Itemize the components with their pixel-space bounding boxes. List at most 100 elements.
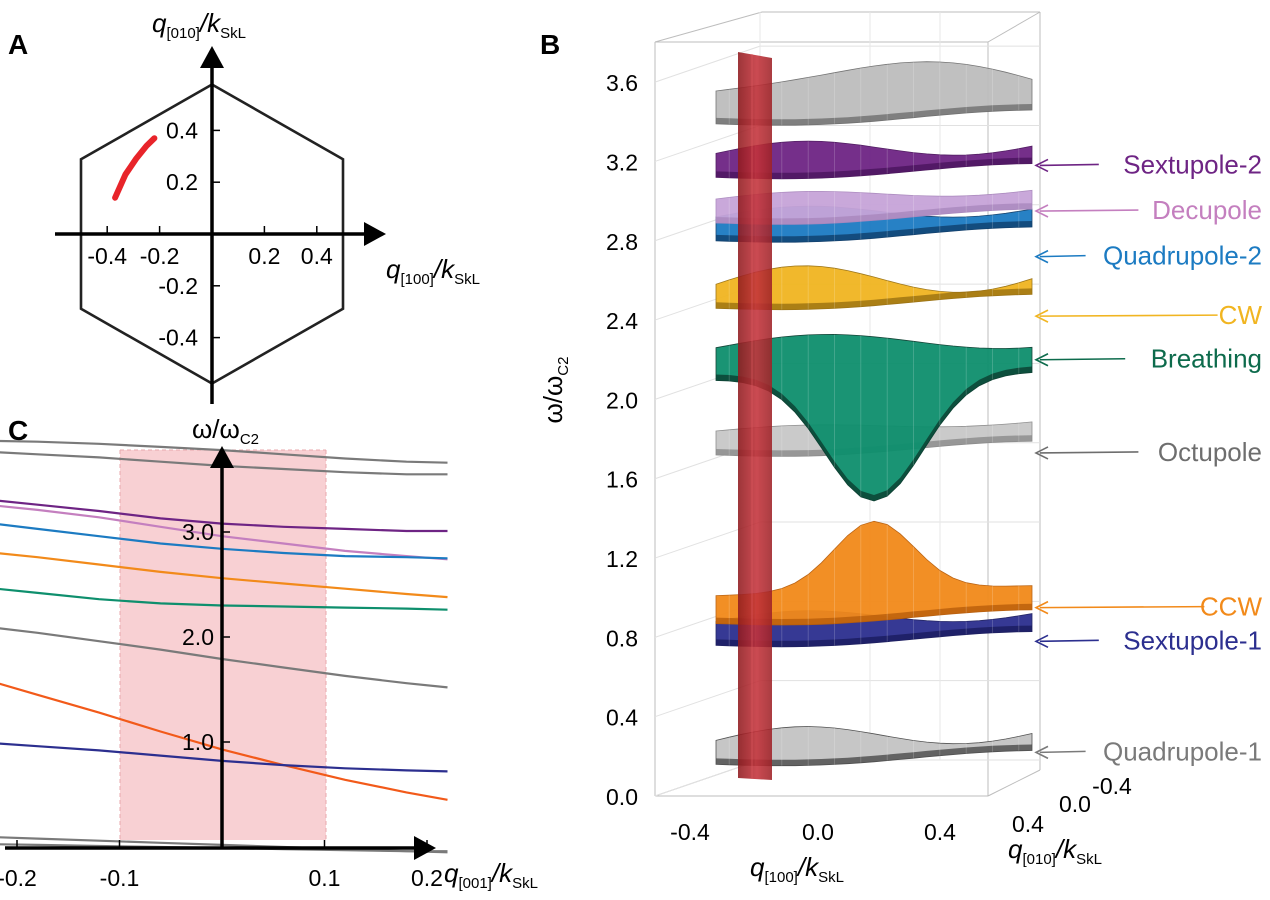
panel-label-b: B [540, 29, 560, 60]
panel-a-y-tick-label: -0.2 [158, 273, 198, 299]
band-label-text: Quadrupole-1 [1103, 736, 1262, 766]
panel-b-x-tick-label: 0.0 [802, 819, 834, 845]
panel-c-y-axis-label: ω/ωC2 [192, 414, 259, 448]
panel-b-y-tick-label: 1.2 [606, 546, 638, 572]
band-label-text: CCW [1200, 592, 1263, 622]
panel-c-x-arrowhead [414, 836, 436, 860]
panel-b-y-tick-label: 0.8 [606, 625, 638, 651]
panel-a-y-tick-label: -0.4 [158, 325, 198, 351]
band-label-arrow [1039, 639, 1099, 643]
panel-c-y-tick-label: 2.0 [182, 624, 214, 650]
band-label-text: Sextupole-2 [1123, 149, 1262, 179]
band-label-cw: CW [1034, 300, 1263, 330]
q-path-plane [738, 52, 772, 780]
band-surface-ccw [715, 520, 1033, 626]
panel-a-y-tick-label: 0.4 [166, 117, 198, 143]
panel-label-a: A [8, 29, 28, 60]
band-label-arrow [1039, 357, 1126, 361]
band-label-text: Quadrupole-2 [1103, 241, 1262, 271]
band-label-ccw: CCW [1034, 592, 1263, 622]
band-label-octupole: Octupole [1034, 437, 1262, 467]
panel-label-c: C [8, 415, 28, 446]
panel-b-3d-band-plot: 0.00.40.81.21.62.02.42.83.23.6-0.4 0.0 0.4… [606, 11, 1263, 845]
panel-c-y-tick-label: 3.0 [182, 519, 214, 545]
band-surface-underside [716, 104, 1032, 126]
band-surface-decupole [715, 189, 1033, 225]
band-label-arrow [1039, 163, 1099, 167]
panel-b-x-axis-label: q[100]/kSkL [750, 852, 844, 886]
panel-b-gridline [654, 45, 761, 83]
band-label-arrowhead [1034, 353, 1049, 367]
band-label-text: Decupole [1152, 195, 1262, 225]
panel-b-z-tick-label: 0.4 [1012, 811, 1044, 837]
band-label-breathing: Breathing [1034, 344, 1262, 374]
panel-b-x-tick-label: 0.4 [924, 819, 956, 845]
band-label-decupole: Decupole [1034, 195, 1262, 225]
band-label-arrowhead [1034, 634, 1049, 649]
band-label-quadrupole-2: Quadrupole-2 [1034, 241, 1262, 271]
band-label-arrow [1039, 605, 1205, 609]
band-label-arrowhead [1034, 249, 1049, 264]
band-surface-underside [716, 625, 1032, 647]
band-surface-underside [716, 157, 1032, 179]
band-label-arrowhead [1034, 446, 1049, 460]
panel-b-z-tick-label: 0.0 [1059, 791, 1091, 817]
band-label-arrowhead [1034, 745, 1049, 760]
band-surface-underside [716, 288, 1032, 310]
panel-c-y-arrowhead [210, 446, 234, 468]
panel-c-dispersion-plot: -0.2 -0.1 0.1 0.2 1.0 2.0 3.0 [0, 439, 448, 891]
band-label-arrow [1039, 750, 1086, 754]
band-label-arrow [1039, 314, 1218, 317]
band-surface-sextupole-2 [715, 140, 1033, 180]
panel-a-y-tick-label: 0.2 [166, 169, 198, 195]
band-surface-quadrupole-1 [715, 726, 1033, 767]
band-label-text: Sextupole-1 [1123, 625, 1262, 655]
panel-b-y-tick-label: 0.0 [606, 784, 638, 810]
q-path-plane-fill [738, 52, 772, 780]
panel-a-x-tick-label: -0.2 [140, 243, 180, 269]
panel-b-y-tick-label: 1.6 [606, 467, 638, 493]
panel-b-y-tick-label: 2.0 [606, 387, 638, 413]
panel-a-x-tick-label: -0.4 [87, 243, 127, 269]
panel-a-x-axis-label: q[100]/kSkL [386, 254, 480, 288]
panel-b-y-tick-label: 0.4 [606, 705, 638, 731]
panel-c-x-tick-label: -0.2 [0, 865, 37, 891]
q-path-segment [112, 135, 158, 201]
band-label-arrowhead [1034, 158, 1049, 173]
panel-c-x-tick-label: 0.2 [411, 865, 443, 891]
panel-b-y-axis-label: ω/ωC2 [538, 356, 572, 423]
band-surface-underside [716, 435, 1032, 457]
band-label-sextupole-1: Sextupole-1 [1034, 625, 1262, 655]
panel-a-x-tick-label: 0.4 [301, 243, 333, 269]
panel-c-y-tick-label: 1.0 [182, 729, 214, 755]
panel-b-frame-edge [987, 11, 1041, 43]
band-label-quadrupole-1: Quadrupole-1 [1034, 736, 1262, 766]
band-surface-underside [716, 744, 1032, 766]
band-label-text: CW [1219, 300, 1263, 330]
panel-a-x-arrowhead [364, 222, 386, 246]
band-label-arrowhead [1034, 204, 1049, 218]
band-label-arrow [1039, 209, 1139, 212]
band-surface-underside [716, 221, 1032, 243]
band-surface-underside [716, 603, 1032, 625]
panel-b-frame-edge [654, 11, 763, 43]
band-label-text: Octupole [1158, 437, 1262, 467]
panel-b-z-axis-label: q[010]/kSkL [1008, 834, 1102, 868]
panel-a-x-tick-label: 0.2 [248, 243, 280, 269]
band-label-arrowhead [1034, 600, 1049, 615]
panel-c-x-axis-label: q[001]/kSkL [444, 858, 538, 892]
panel-c-x-tick-label: 0.1 [309, 865, 341, 891]
band-surface-cw [715, 265, 1033, 311]
band-label-arrow [1039, 254, 1086, 258]
band-label-sextupole-2: Sextupole-2 [1034, 149, 1262, 179]
band-label-text: Breathing [1151, 344, 1262, 374]
panel-b-y-tick-label: 2.4 [606, 308, 638, 334]
band-label-arrow [1039, 451, 1139, 454]
band-label-arrowhead [1034, 309, 1049, 323]
panel-b-x-tick-label: -0.4 [670, 819, 710, 845]
panel-b-y-tick-label: 3.6 [606, 70, 638, 96]
panel-a-hexagon-plot: -0.4 -0.2 0.2 0.4 0.4 0.2 -0.2 -0.4 [55, 46, 386, 404]
band-surface-underside [716, 203, 1032, 225]
panel-a-y-axis-label: q[010]/kSkL [152, 8, 246, 42]
